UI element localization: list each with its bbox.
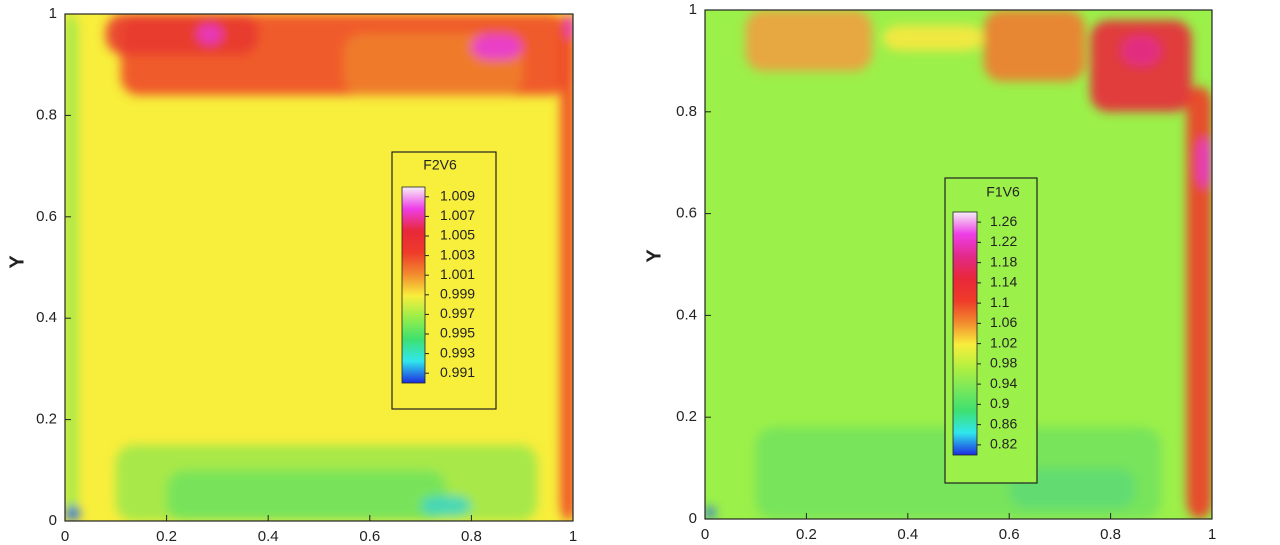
y-axis-title: Y bbox=[643, 249, 665, 263]
flow-structure bbox=[197, 24, 223, 45]
flow-structure bbox=[560, 14, 573, 521]
colorbar-label: 1.003 bbox=[440, 246, 475, 262]
flow-structure bbox=[65, 14, 78, 521]
flow-structure bbox=[705, 506, 716, 519]
field-structures bbox=[65, 14, 573, 521]
x-tick-label: 0.4 bbox=[897, 526, 918, 543]
flow-structure bbox=[1186, 86, 1212, 519]
colorbar-label: 0.991 bbox=[440, 364, 475, 380]
flow-structure bbox=[105, 14, 259, 55]
x-tick-label: 0.8 bbox=[1100, 526, 1121, 543]
x-tick-label: 0.6 bbox=[999, 526, 1020, 543]
plot-frame bbox=[64, 13, 574, 522]
colorbar-label: 0.993 bbox=[440, 344, 475, 360]
x-tick-label: 0.4 bbox=[258, 528, 279, 545]
y-tick-label: 0.6 bbox=[676, 205, 697, 222]
colorbar-label: 1.18 bbox=[990, 253, 1017, 269]
x-tick-label: 0 bbox=[701, 526, 709, 543]
x-tick-label: 1 bbox=[1208, 526, 1216, 543]
colorbar-label: 1.001 bbox=[440, 266, 475, 282]
flow-structure bbox=[745, 10, 873, 72]
colorbar-label: 1.26 bbox=[990, 213, 1017, 229]
flow-structure bbox=[1120, 35, 1162, 66]
y-axis-title: Y bbox=[6, 255, 28, 269]
flow-structure bbox=[983, 10, 1086, 82]
y-tick-label: 0 bbox=[689, 510, 697, 527]
y-tick-label: 1 bbox=[49, 5, 57, 22]
colorbar-title: F2V6 bbox=[423, 157, 457, 173]
colorbar: F1V6 1.26 1.22 1.18 1.14 1.1 1.06 1.02 0.98 0.94 0… bbox=[944, 177, 1038, 484]
colorbar-label: 0.9 bbox=[990, 395, 1010, 411]
y-tick-label: 0.8 bbox=[36, 106, 57, 123]
colorbar-label: 1.005 bbox=[440, 227, 475, 243]
colorbar-label: 0.82 bbox=[990, 436, 1017, 452]
colorbar-label: 1.007 bbox=[440, 207, 475, 223]
colorbar-label: 1.02 bbox=[990, 334, 1017, 350]
x-tick-label: 0.2 bbox=[156, 528, 177, 545]
colorbar-label: 0.98 bbox=[990, 355, 1017, 371]
x-tick-label: 0 bbox=[61, 528, 69, 545]
x-tick-label: 0.6 bbox=[359, 528, 380, 545]
colorbar-label: 0.94 bbox=[990, 375, 1017, 391]
colorbar-label: 0.86 bbox=[990, 415, 1017, 431]
x-tick-label: 1 bbox=[569, 528, 577, 545]
colorbar-label: 0.999 bbox=[440, 286, 475, 302]
y-tick-label: 1 bbox=[689, 1, 697, 18]
colorbar-label: 0.995 bbox=[440, 325, 475, 341]
flow-structure bbox=[565, 14, 573, 40]
y-tick-label: 0.4 bbox=[676, 306, 697, 323]
y-tick-label: 0.4 bbox=[36, 309, 57, 326]
flow-structure bbox=[1196, 137, 1212, 189]
flow-structure bbox=[166, 470, 446, 521]
colorbar-label: 1.009 bbox=[440, 188, 475, 204]
y-tick-label: 0 bbox=[49, 512, 57, 529]
plot-frame bbox=[704, 9, 1213, 520]
x-tick-label: 0.2 bbox=[796, 526, 817, 543]
colorbar-label: 1.14 bbox=[990, 274, 1017, 290]
colorbar-label: 1.1 bbox=[990, 294, 1010, 310]
flow-structure bbox=[420, 495, 472, 516]
x-tick-label: 0.8 bbox=[461, 528, 482, 545]
flow-structure bbox=[471, 34, 523, 60]
y-tick-label: 0.6 bbox=[36, 208, 57, 225]
colorbar-bar bbox=[401, 186, 426, 384]
colorbar: F2V6 1.009 1.007 1.005 1.003 1.001 0.999 0.997 0… bbox=[391, 151, 497, 410]
flow-structure bbox=[1009, 468, 1136, 509]
y-tick-label: 0.8 bbox=[676, 103, 697, 120]
colorbar-label: 1.06 bbox=[990, 314, 1017, 330]
colorbar-label: 1.22 bbox=[990, 233, 1017, 249]
colorbar-label: 0.997 bbox=[440, 305, 475, 321]
flow-structure bbox=[882, 25, 984, 51]
y-tick-label: 0.2 bbox=[676, 408, 697, 425]
colorbar-title: F1V6 bbox=[986, 184, 1020, 200]
flow-structure bbox=[65, 505, 81, 521]
colorbar-bar bbox=[952, 211, 978, 456]
y-tick-label: 0.2 bbox=[36, 411, 57, 428]
contour-field bbox=[65, 14, 573, 521]
